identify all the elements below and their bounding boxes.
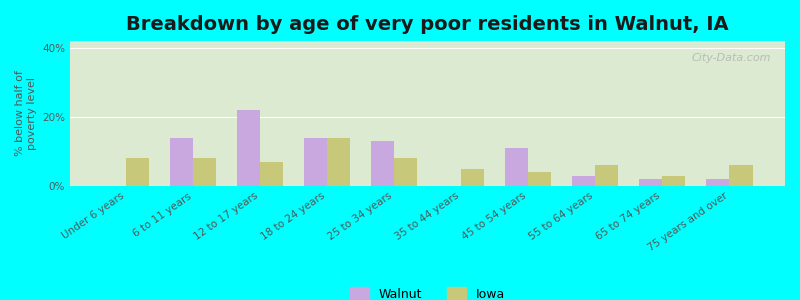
Bar xyxy=(170,138,193,186)
Bar xyxy=(327,138,350,186)
Bar xyxy=(193,158,217,186)
Bar xyxy=(729,165,753,186)
Y-axis label: % below half of
poverty level: % below half of poverty level xyxy=(15,70,37,157)
Bar xyxy=(505,148,528,186)
Bar xyxy=(394,158,418,186)
Bar xyxy=(370,141,394,186)
Bar xyxy=(126,158,150,186)
Bar xyxy=(662,176,686,186)
Bar xyxy=(571,176,595,186)
Bar xyxy=(528,172,551,186)
Text: City-Data.com: City-Data.com xyxy=(691,53,770,63)
Bar xyxy=(237,110,260,186)
Bar xyxy=(303,138,327,186)
Bar xyxy=(260,162,283,186)
Bar xyxy=(595,165,618,186)
Bar xyxy=(461,169,485,186)
Bar xyxy=(638,179,662,186)
Bar xyxy=(706,179,729,186)
Title: Breakdown by age of very poor residents in Walnut, IA: Breakdown by age of very poor residents … xyxy=(126,15,729,34)
Legend: Walnut, Iowa: Walnut, Iowa xyxy=(345,282,510,300)
